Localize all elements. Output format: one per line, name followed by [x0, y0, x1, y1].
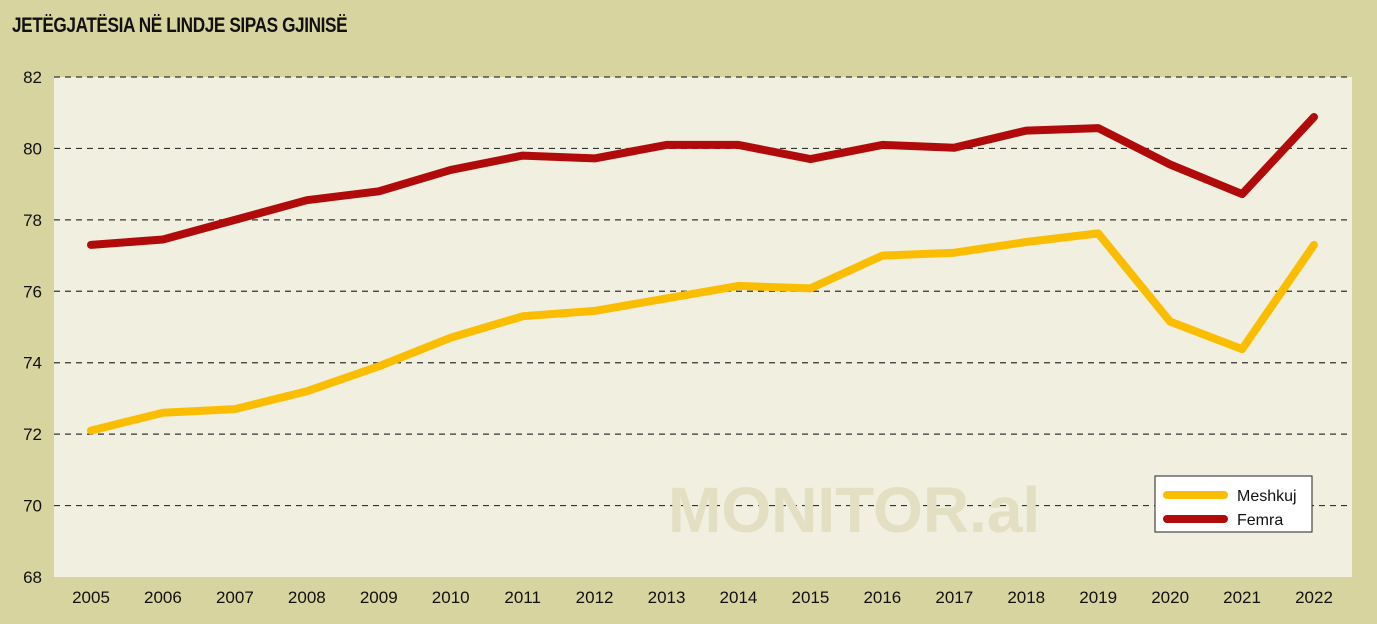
x-tick-label: 2022 — [1295, 588, 1333, 607]
x-tick-label: 2011 — [504, 588, 541, 607]
x-axis-ticks: 2005 2006 2007 2008 2009 2010 2011 2012 2013 2014… — [72, 588, 1333, 607]
x-tick-label: 2007 — [216, 588, 254, 607]
legend-label-meshkuj: Meshkuj — [1237, 488, 1297, 505]
y-tick-label: 74 — [23, 354, 42, 373]
y-tick-label: 70 — [23, 497, 42, 516]
y-tick-label: 78 — [23, 211, 42, 230]
x-tick-label: 2013 — [648, 588, 686, 607]
plot-area — [54, 77, 1352, 577]
y-tick-label: 68 — [23, 568, 42, 587]
x-tick-label: 2019 — [1079, 588, 1117, 607]
x-tick-label: 2006 — [144, 588, 182, 607]
x-tick-label: 2008 — [288, 588, 326, 607]
x-tick-label: 2012 — [576, 588, 614, 607]
series-lines — [87, 113, 1318, 435]
x-tick-label: 2010 — [432, 588, 470, 607]
x-tick-label: 2016 — [863, 588, 901, 607]
series-line-meshkuj — [87, 229, 1318, 435]
x-tick-label: 2005 — [72, 588, 110, 607]
y-tick-label: 72 — [23, 425, 42, 444]
x-tick-label: 2021 — [1223, 588, 1261, 607]
x-tick-label: 2015 — [791, 588, 829, 607]
chart-title: JETËGJATËSIA NË LINDJE SIPAS GJINISË — [12, 14, 348, 37]
series-line-femra — [87, 113, 1318, 249]
y-tick-label: 80 — [23, 139, 42, 158]
legend: Meshkuj Femra — [1154, 475, 1313, 533]
y-tick-label: 82 — [23, 68, 42, 87]
x-tick-label: 2018 — [1007, 588, 1045, 607]
x-tick-label: 2017 — [935, 588, 973, 607]
y-axis-ticks: 68 70 72 74 76 78 80 82 — [23, 68, 42, 587]
x-tick-label: 2009 — [360, 588, 398, 607]
legend-label-femra: Femra — [1237, 512, 1283, 529]
x-tick-label: 2014 — [720, 588, 758, 607]
x-tick-label: 2020 — [1151, 588, 1189, 607]
y-tick-label: 76 — [23, 282, 42, 301]
watermark: MONITOR.al — [668, 474, 1040, 546]
